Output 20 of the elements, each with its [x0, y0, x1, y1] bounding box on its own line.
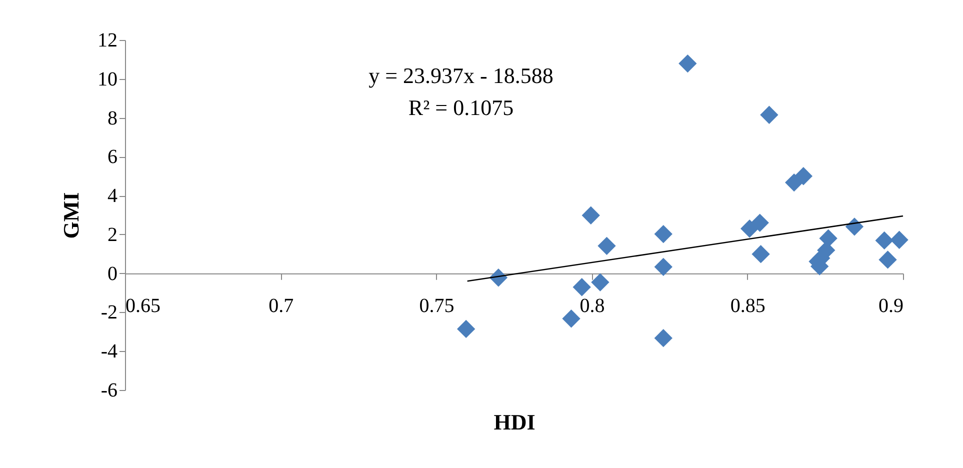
annotation: y = 23.937x - 18.588: [368, 63, 554, 88]
y-tick-label: 2: [108, 224, 118, 246]
y-tick-label: 8: [108, 107, 118, 130]
y-tick-label: -6: [100, 380, 118, 402]
y-tick-label: 4: [108, 185, 118, 208]
y-tick-label: -2: [100, 302, 118, 324]
y-tick-label: 10: [98, 68, 118, 90]
y-tick-label: 12: [98, 30, 118, 52]
x-tick-label: 0.65: [126, 294, 160, 317]
x-axis-title: HDI: [494, 410, 536, 434]
x-tick-label: 0.8: [580, 294, 605, 317]
annotation: R² = 0.1075: [408, 95, 514, 120]
y-tick-label: 6: [108, 146, 118, 168]
y-tick-label: -4: [100, 340, 118, 363]
x-tick-label: 0.7: [268, 294, 294, 317]
x-tick-label: 0.75: [419, 294, 454, 317]
y-axis-title: GMI: [58, 192, 84, 239]
x-tick-label: 0.9: [878, 294, 904, 317]
x-tick-label: 0.85: [730, 294, 766, 317]
y-tick-label: 0: [108, 262, 118, 285]
